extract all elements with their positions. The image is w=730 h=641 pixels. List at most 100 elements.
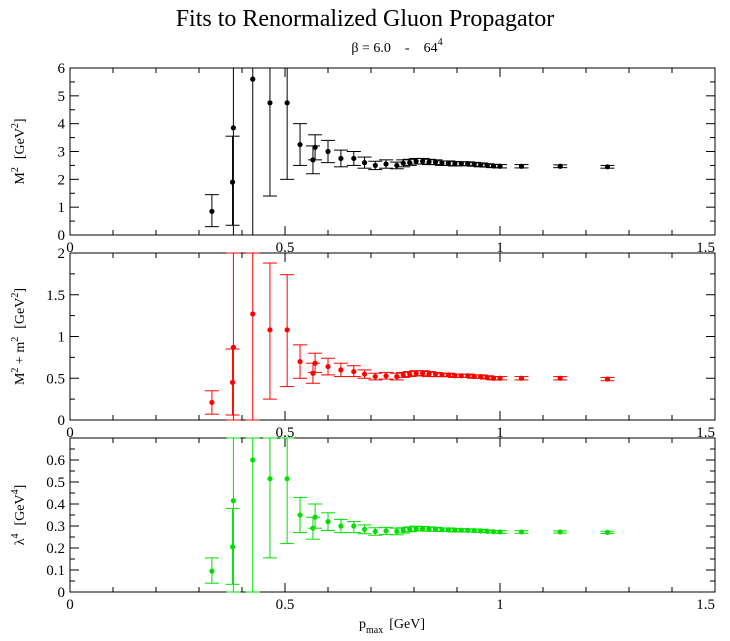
data-marker: [394, 373, 400, 380]
y-label-sup: 4: [10, 533, 21, 538]
data-marker: [432, 371, 439, 377]
data-marker: [209, 208, 215, 214]
data-marker: [351, 155, 357, 162]
x-tick-label: 1: [496, 597, 504, 613]
y-label-symbol: λ: [13, 538, 28, 545]
subtitle-base: 64: [424, 41, 438, 56]
data-marker: [325, 363, 331, 370]
data-point: [396, 159, 411, 168]
data-marker: [445, 372, 451, 378]
data-marker: [432, 159, 439, 165]
x-tick-label: 0: [66, 425, 74, 441]
y-tick-label: 0.6: [46, 453, 65, 469]
subtitle-exp: 4: [438, 37, 443, 48]
data-marker: [250, 457, 256, 463]
y-tick-label: 2: [58, 172, 66, 188]
data-marker: [229, 379, 236, 386]
data-point: [493, 529, 507, 535]
y-tick-label: 0.5: [46, 371, 65, 387]
data-point: [204, 194, 219, 228]
data-point: [262, 437, 277, 559]
data-marker: [338, 155, 344, 162]
x-tick-label: 1.5: [696, 425, 715, 441]
data-marker: [351, 368, 357, 375]
y-tick-label: 1: [58, 200, 66, 216]
data-point: [333, 362, 348, 378]
data-point: [553, 529, 568, 535]
data-marker: [250, 311, 256, 317]
x-tick-label: 1: [496, 425, 504, 441]
data-point: [600, 529, 615, 535]
data-marker: [250, 76, 256, 82]
data-marker: [284, 100, 290, 106]
data-marker: [465, 373, 471, 379]
data-point: [357, 156, 372, 169]
data-marker: [383, 528, 389, 534]
data-point: [357, 524, 372, 535]
data-point: [368, 372, 383, 381]
x-tick-label: 0.5: [276, 240, 295, 256]
data-point: [346, 521, 361, 534]
data-point: [226, 437, 241, 593]
data-marker: [325, 519, 331, 525]
data-marker: [400, 527, 406, 534]
data-series-lambda4: [204, 437, 615, 593]
x-tick-label: 0: [66, 240, 74, 256]
data-point: [280, 274, 295, 388]
data-point: [514, 163, 529, 169]
x-tick-label: 0.5: [276, 425, 295, 441]
data-marker: [420, 158, 426, 164]
data-marker: [297, 358, 303, 365]
chart-title: Fits to Renormalized Gluon Propagator: [176, 6, 555, 32]
y-label-sup2: 2: [10, 337, 21, 342]
data-marker: [284, 327, 290, 333]
data-marker: [325, 148, 331, 155]
data-series-m2: [204, 67, 615, 236]
data-point: [305, 362, 320, 384]
x-tick-label: 1.5: [696, 597, 715, 613]
data-marker: [604, 529, 611, 535]
data-point: [204, 390, 219, 415]
y-label-unit-sup: 2: [10, 123, 21, 128]
data-marker: [497, 163, 503, 169]
data-marker: [297, 141, 303, 148]
data-marker: [312, 360, 318, 366]
y-tick-label: 5: [58, 89, 66, 105]
data-point: [333, 518, 348, 534]
data-marker: [230, 344, 236, 350]
data-marker: [557, 375, 563, 381]
x-tick-label: 0.5: [276, 597, 295, 613]
data-point: [245, 252, 260, 421]
data-point: [321, 357, 335, 376]
data-marker: [338, 367, 344, 373]
data-point: [493, 163, 507, 169]
data-point: [293, 496, 308, 534]
y-label-unit-sup: 4: [10, 489, 21, 494]
data-marker: [372, 162, 378, 169]
data-marker: [497, 529, 503, 535]
data-point: [308, 503, 323, 529]
data-point: [379, 159, 394, 169]
data-marker: [426, 159, 432, 165]
y-tick-label: 1: [58, 330, 66, 346]
y-label-symbol: M: [13, 372, 28, 385]
panel-lambda4: 0 0.5 1 1.500.10.20.30.40.50.6λ4[GeV4]: [10, 437, 716, 613]
data-point: [368, 160, 383, 171]
chart-subtitle: β = 6.0-644: [351, 37, 442, 56]
x-axis-label-main: p: [359, 617, 366, 632]
y-label-unit-close: ]: [13, 485, 28, 490]
x-tick-label: 0: [66, 597, 74, 613]
data-point: [225, 348, 240, 416]
data-point: [333, 149, 348, 168]
data-marker: [230, 498, 236, 504]
y-label-sup: 2: [10, 167, 21, 172]
y-axis-label-lambda4: λ4[GeV4]: [10, 485, 28, 546]
y-tick-label: 0.5: [46, 475, 65, 491]
data-point: [262, 262, 277, 400]
data-marker: [604, 376, 611, 382]
data-point: [553, 375, 568, 381]
data-point: [321, 512, 335, 531]
y-tick-label: 0.2: [46, 541, 65, 557]
